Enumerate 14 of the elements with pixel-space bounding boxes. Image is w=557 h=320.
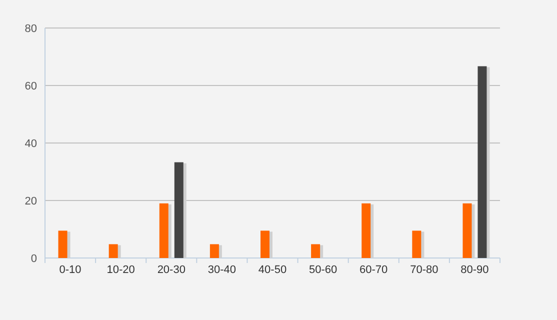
x-tick-label: 20-30 [157, 264, 186, 276]
x-tick-label: 50-60 [308, 264, 338, 276]
x-tick-label: 60-70 [360, 264, 388, 276]
y-tick-label: 60 [24, 80, 37, 92]
x-tick-label: 40-50 [258, 264, 287, 276]
x-tick-label: 70-80 [410, 264, 438, 276]
x-tick-label: 80-90 [460, 264, 489, 276]
y-tick-label: 20 [24, 196, 37, 208]
y-tick-label: 0 [30, 253, 37, 265]
x-tick-label: 30-40 [208, 264, 236, 276]
y-tick-label: 40 [24, 138, 37, 150]
y-tick-label: 80 [24, 23, 37, 35]
x-tick-label: 0-10 [59, 264, 82, 276]
x-tick-label: 10-20 [106, 264, 135, 276]
